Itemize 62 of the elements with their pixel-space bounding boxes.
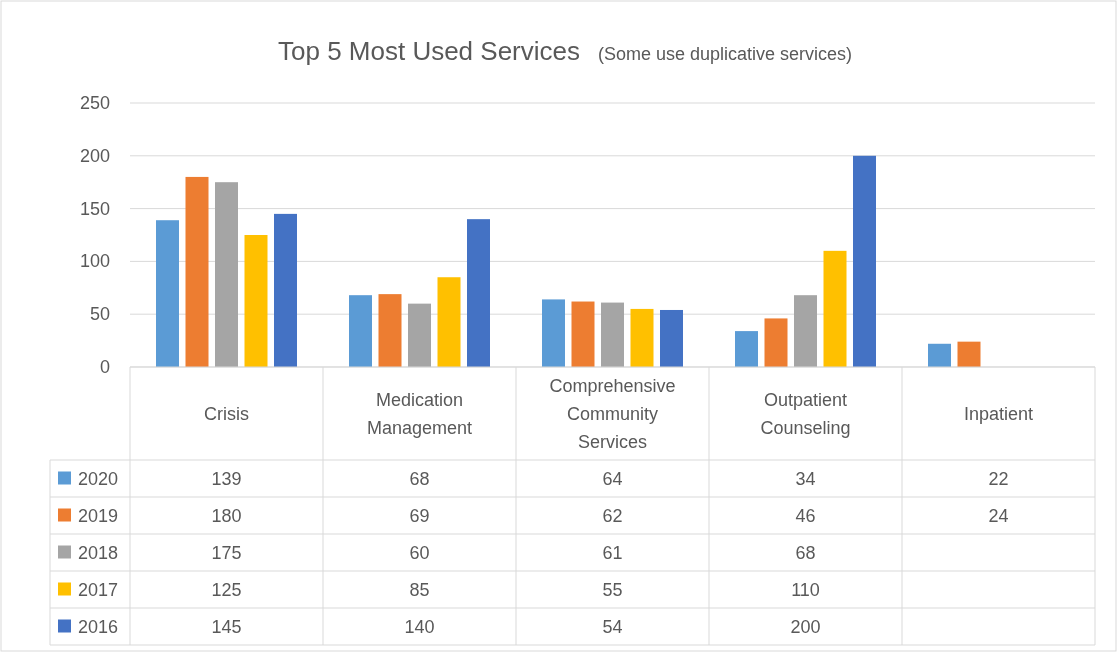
legend-label: 2019 [78,505,119,526]
data-label: 60 [409,542,430,563]
data-label: 69 [409,505,430,526]
data-label: 62 [602,505,623,526]
bar [215,182,238,367]
bar [928,343,951,367]
x-tick-label: Outpatient Counseling [760,389,851,438]
y-tick-label: 250 [79,93,110,113]
data-label: 24 [988,505,1009,526]
bar [467,219,490,367]
data-label: 139 [211,468,242,489]
bar [378,294,402,367]
data-label: 54 [602,616,623,637]
data-label: 68 [795,542,816,563]
bar [542,299,565,367]
y-tick-label: 100 [79,251,110,272]
chart-title: Top 5 Most Used Services [277,36,580,66]
bar [349,295,372,367]
bar [630,308,654,367]
data-label: 68 [409,468,430,489]
legend-label: 2016 [78,616,119,637]
bar [764,318,788,367]
data-label: 175 [211,542,242,563]
data-label: 22 [988,468,1009,489]
bar [571,301,595,367]
bar [274,213,297,367]
legend-label: 2017 [78,579,119,600]
y-tick-label: 150 [79,198,110,219]
bar [853,155,876,367]
bar [794,295,817,367]
data-label: 61 [602,542,623,563]
y-tick-label: 0 [99,357,110,377]
data-label: 110 [791,579,820,600]
bar [437,277,461,367]
x-tick-label: Inpatient [963,403,1034,424]
y-tick-label: 50 [89,304,110,325]
y-tick-label: 200 [79,145,110,166]
bar [156,220,179,367]
data-label: 64 [602,468,623,489]
bar [660,309,683,367]
chart-subtitle: (Some use duplicative services) [598,44,853,64]
data-label: 180 [211,505,242,526]
data-label: 200 [790,616,821,637]
data-label: 125 [211,579,242,600]
bar [823,250,847,367]
data-label: 145 [211,616,242,637]
legend-label: 2018 [78,542,119,563]
x-tick-label: Comprehensive Community Services [549,375,676,452]
legend-label: 2020 [78,468,119,489]
data-label: 34 [795,468,816,489]
data-label: 46 [795,505,816,526]
bar [601,302,624,367]
data-label: 85 [409,579,430,600]
x-tick-label: Medication Management [366,389,473,438]
bar [185,176,209,367]
data-label: 140 [404,616,435,637]
bar [244,235,268,367]
bar [408,303,431,367]
data-label: 55 [602,579,623,600]
bar [735,331,758,367]
x-tick-label: Crisis [204,403,249,424]
bar [957,341,981,367]
